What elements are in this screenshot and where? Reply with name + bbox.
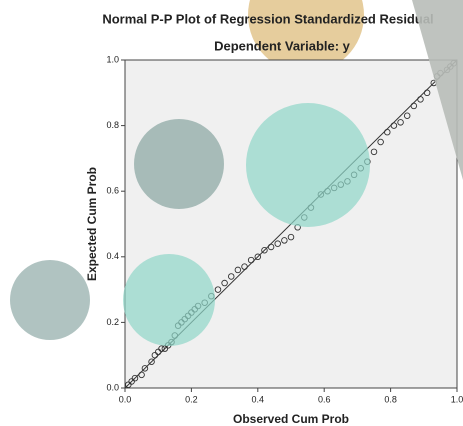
y-tick-label: 0.2 [106,317,119,327]
y-tick-label: 1.0 [106,54,119,64]
chart-subtitle: Dependent Variable: y [214,38,351,53]
x-tick-label: 0.6 [318,394,331,404]
chart-title: Normal P-P Plot of Regression Standardiz… [102,11,433,26]
decor-circle [246,103,370,227]
decor-circle [123,254,215,346]
x-tick-label: 0.8 [384,394,397,404]
chart: Normal P-P Plot of Regression Standardiz… [0,0,463,426]
y-tick-label: 0.8 [106,120,119,130]
x-axis-title: Observed Cum Prob [233,412,349,426]
x-tick-label: 0.2 [185,394,198,404]
y-tick-label: 0.6 [106,186,119,196]
decor-circle [10,260,90,340]
y-axis-title: Expected Cum Prob [85,167,99,281]
y-tick-label: 0.4 [106,251,119,261]
x-tick-label: 1.0 [451,394,463,404]
x-tick-label: 0.0 [119,394,132,404]
decor-circle [134,119,224,209]
x-tick-label: 0.4 [252,394,265,404]
y-tick-label: 0.0 [106,382,119,392]
